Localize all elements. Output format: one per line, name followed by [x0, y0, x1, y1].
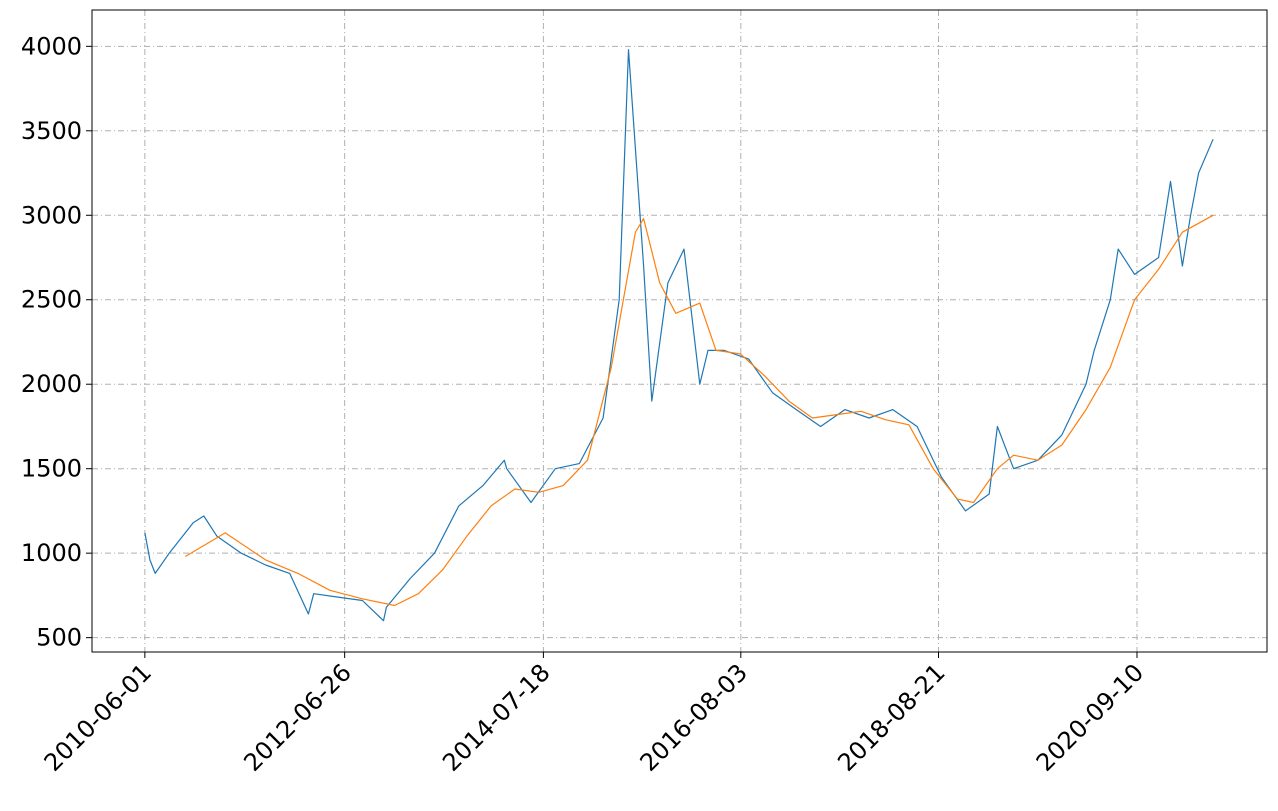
y-tick-label: 4000 — [21, 32, 82, 60]
y-tick-label: 3000 — [21, 201, 82, 229]
y-tick-label: 1500 — [21, 455, 82, 483]
data-line — [184, 214, 1214, 607]
y-tick-label: 2000 — [21, 370, 82, 398]
data-line — [144, 49, 1214, 622]
plot-frame — [91, 9, 1268, 653]
y-tick-label: 1000 — [21, 539, 82, 567]
y-tick-label: 2500 — [21, 286, 82, 314]
y-tick-label: 500 — [36, 624, 82, 652]
y-tick-label: 3500 — [21, 117, 82, 145]
